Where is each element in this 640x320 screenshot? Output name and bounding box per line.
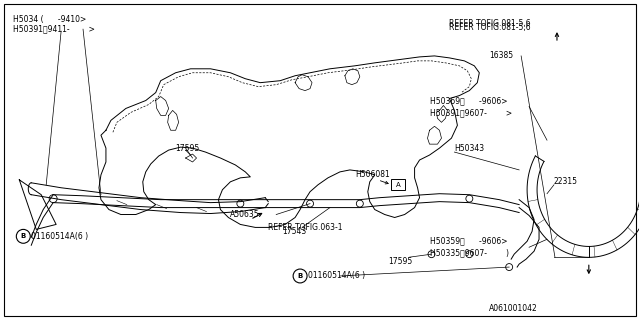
Text: H50391〨9411-        >: H50391〨9411- > [13, 25, 95, 34]
Text: 16385: 16385 [489, 52, 513, 60]
Text: H506081: H506081 [355, 170, 390, 180]
Text: REFER TOFIG.081-5,6: REFER TOFIG.081-5,6 [449, 19, 531, 28]
Text: B: B [298, 273, 303, 279]
Text: A50635: A50635 [230, 210, 260, 219]
Text: 01160514A(6 ): 01160514A(6 ) [31, 232, 88, 241]
Text: 22315: 22315 [554, 177, 578, 186]
Text: REFER TOFIG.063-1: REFER TOFIG.063-1 [268, 223, 343, 232]
Text: A: A [396, 182, 401, 188]
Text: H50391〈9607-        >: H50391〈9607- > [429, 108, 511, 117]
Text: 01160514A(6 ): 01160514A(6 ) [308, 271, 365, 281]
Text: H50359〈      -9606>: H50359〈 -9606> [429, 237, 507, 246]
Text: H50343: H50343 [454, 144, 484, 153]
Text: 17543: 17543 [282, 227, 307, 236]
Text: REFER TOFIG.081-5,6: REFER TOFIG.081-5,6 [449, 23, 531, 32]
FancyBboxPatch shape [391, 179, 405, 190]
Text: A061001042: A061001042 [489, 304, 538, 313]
Text: H50369〈      -9606>: H50369〈 -9606> [429, 96, 507, 105]
Text: 17595: 17595 [388, 257, 412, 266]
Text: H50335〈9607-        ): H50335〈9607- ) [429, 249, 509, 258]
Text: H5034 (      -9410>: H5034 ( -9410> [13, 15, 86, 24]
Text: 17595: 17595 [175, 144, 200, 153]
Text: B: B [20, 233, 26, 239]
